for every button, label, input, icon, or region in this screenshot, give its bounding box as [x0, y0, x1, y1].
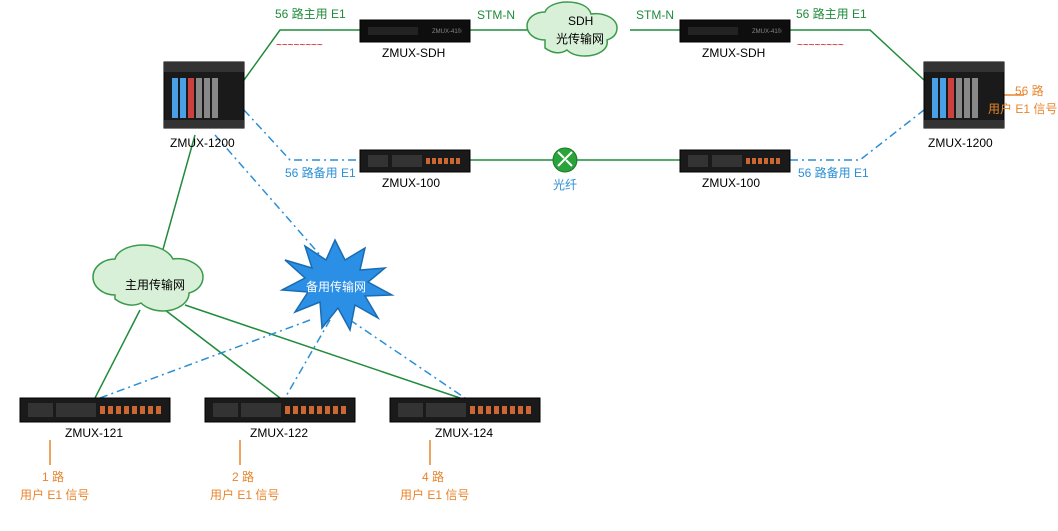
user56-line2: 用户 E1 信号	[988, 100, 1057, 117]
zmuxsdh-left-label: ZMUX-SDH	[382, 46, 445, 60]
e1-backup-left: 56 路备用 E1	[285, 164, 356, 181]
zmux121-label: ZMUX-121	[65, 426, 123, 440]
zmux124	[390, 398, 540, 422]
stmn-right: STM-N	[636, 8, 674, 22]
zmux122	[205, 398, 355, 422]
user2-line2: 用户 E1 信号	[210, 486, 279, 503]
zmuxsdh-right: ZMUX-410	[680, 20, 790, 42]
user56-line1: 56 路	[1015, 82, 1044, 99]
zmux1200-right-label: ZMUX-1200	[928, 136, 993, 150]
user1-line1: 1 路	[42, 468, 64, 485]
fiber-icon	[553, 148, 577, 172]
e1-backup-right: 56 路备用 E1	[798, 164, 869, 181]
zmux121	[20, 398, 170, 422]
svg-text:ZMUX-410: ZMUX-410	[432, 29, 462, 35]
user4-line2: 用户 E1 信号	[400, 486, 469, 503]
zmux122-label: ZMUX-122	[250, 426, 308, 440]
user2-line1: 2 路	[232, 468, 254, 485]
zmuxsdh-left: ZMUX-410	[360, 20, 470, 42]
zmux100-left-label: ZMUX-100	[382, 176, 440, 190]
e1-primary-right: 56 路主用 E1	[796, 5, 867, 22]
zmux124-label: ZMUX-124	[435, 426, 493, 440]
sdh-cloud-line1: SDH	[568, 14, 593, 28]
primary-net-label: 主用传输网	[125, 276, 185, 293]
sdh-cloud	[527, 2, 617, 56]
zmux1200-left	[164, 62, 244, 128]
backup-net-label: 备用传输网	[306, 278, 366, 295]
sdh-cloud-line2: 光传输网	[556, 30, 604, 47]
diagram-canvas: ZMUX-410 ZMUX-410	[0, 0, 1058, 531]
e1-primary-left: 56 路主用 E1	[275, 5, 346, 22]
zmux1200-right	[924, 62, 1004, 128]
wavy-left: ~~~~~~~~	[276, 40, 323, 51]
fiber-label: 光纤	[553, 176, 577, 193]
svg-text:ZMUX-410: ZMUX-410	[752, 29, 782, 35]
zmux100-left	[360, 150, 470, 172]
zmuxsdh-right-label: ZMUX-SDH	[702, 46, 765, 60]
user4-line1: 4 路	[422, 468, 444, 485]
stmn-left: STM-N	[477, 8, 515, 22]
zmux100-right	[680, 150, 790, 172]
user1-line2: 用户 E1 信号	[20, 486, 89, 503]
wavy-right: ~~~~~~~~	[797, 40, 844, 51]
zmux100-right-label: ZMUX-100	[702, 176, 760, 190]
zmux1200-left-label: ZMUX-1200	[170, 136, 235, 150]
